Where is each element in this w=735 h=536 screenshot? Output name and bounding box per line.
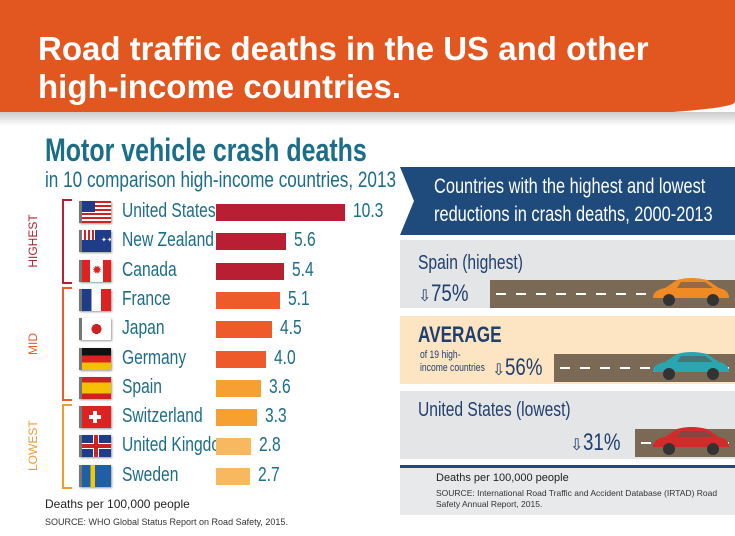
bar-row: ✦✦ New Zealand 5.6 <box>0 227 390 255</box>
panel-label: Spain (highest) <box>418 252 523 274</box>
bar <box>216 467 250 485</box>
bar-row: Switzerland 3.3 <box>0 403 390 431</box>
country-label: New Zealand <box>122 229 214 252</box>
bar <box>216 379 261 397</box>
group-bracket <box>62 286 72 402</box>
bar-row: Sweden 2.7 <box>0 462 390 490</box>
value-label: 3.6 <box>269 375 291 398</box>
country-label: United Kingdom <box>122 434 234 457</box>
group-label: LOWEST <box>26 419 40 471</box>
value-label: 2.8 <box>259 434 281 457</box>
value-label: 5.4 <box>291 258 314 281</box>
left-unit-label: Deaths per 100,000 people <box>45 497 190 511</box>
flag-icon: ✹ <box>79 259 111 282</box>
panel-sublabel-1: of 19 high- <box>420 349 461 361</box>
value-label: 5.1 <box>287 287 310 310</box>
down-arrow-icon: ⇩ <box>492 362 506 379</box>
value-label: 10.3 <box>352 200 384 222</box>
car-icon <box>653 427 729 455</box>
flag-icon: ✦✦ <box>79 230 111 253</box>
flag-icon <box>79 376 111 399</box>
flag-icon <box>79 201 111 223</box>
panel-sublabel-2: income countries <box>420 362 485 374</box>
right-source: SOURCE: International Road Traffic and A… <box>436 488 718 509</box>
reduction-value: ⇩31% <box>570 429 621 456</box>
header-title-line1: Road traffic deaths in the US and other <box>38 30 649 67</box>
value-label: 5.6 <box>294 229 316 252</box>
bar <box>216 409 258 427</box>
bar <box>216 438 251 456</box>
right-unit-label: Deaths per 100,000 people <box>436 472 569 484</box>
bar-row: Spain 3.6 <box>0 374 390 402</box>
value-label: 4.5 <box>280 317 302 340</box>
group-label: HIGHEST <box>26 214 40 269</box>
country-label: Japan <box>122 317 165 340</box>
reduction-value: ⇩75% <box>418 280 469 307</box>
right-footer: Deaths per 100,000 people SOURCE: Intern… <box>400 465 735 515</box>
right-title-line1: Countries with the highest and lowest <box>434 175 706 198</box>
group-bracket <box>62 404 72 489</box>
country-label: Switzerland <box>122 405 203 428</box>
group-label: MID <box>26 333 40 355</box>
country-label: Sweden <box>122 463 179 486</box>
bar-row: Japan 4.5 <box>0 315 390 343</box>
bar <box>216 321 273 339</box>
car-icon <box>653 278 729 306</box>
bar <box>216 233 286 251</box>
down-arrow-icon: ⇩ <box>418 288 432 305</box>
car-icon <box>653 352 729 380</box>
panel-label: United States (lowest) <box>418 399 571 421</box>
down-arrow-icon: ⇩ <box>570 437 584 454</box>
bar-row: ✹ Canada 5.4 <box>0 257 390 285</box>
header-band: Road traffic deaths in the US and other … <box>0 0 735 120</box>
panel-united-states: United States (lowest) ⇩31% <box>400 391 735 459</box>
value-label: 3.3 <box>265 405 287 428</box>
header-title-line2: high-income countries. <box>38 68 402 105</box>
country-label: United States <box>122 200 216 222</box>
header-shadow <box>0 112 735 126</box>
bar <box>216 204 345 221</box>
country-label: France <box>122 287 171 310</box>
panel-label: AVERAGE <box>418 322 502 347</box>
flag-icon <box>79 464 111 487</box>
value-label: 4.0 <box>274 346 296 369</box>
flag-icon <box>79 288 111 311</box>
bar <box>216 291 280 309</box>
value-label: 2.7 <box>257 463 280 486</box>
country-label: Spain <box>122 375 162 398</box>
bar-row: France 5.1 <box>0 286 390 314</box>
country-label: Canada <box>122 258 177 281</box>
panel-spain: Spain (highest) ⇩75% <box>400 240 735 308</box>
right-banner: Countries with the highest and lowest re… <box>400 167 735 235</box>
reduction-value: ⇩56% <box>492 354 543 381</box>
right-title-line2: reductions in crash deaths, 2000-2013 <box>434 203 713 226</box>
left-chart-title: Motor vehicle crash deaths <box>45 132 367 168</box>
road <box>490 278 735 308</box>
flag-icon <box>79 435 111 458</box>
bar-row: United States 10.3 <box>0 198 390 226</box>
bar <box>216 262 284 280</box>
left-chart-subtitle: in 10 comparison high-income countries, … <box>45 167 397 192</box>
bar-row: United Kingdom 2.8 <box>0 432 390 460</box>
panel-average: AVERAGE of 19 high- income countries ⇩56… <box>400 316 735 384</box>
bar <box>216 350 266 368</box>
flag-icon <box>79 318 111 341</box>
flag-icon <box>79 406 111 429</box>
road <box>554 352 735 382</box>
country-label: Germany <box>122 346 187 369</box>
left-source: SOURCE: WHO Global Status Report on Road… <box>45 517 288 527</box>
flag-icon <box>79 347 111 370</box>
road <box>635 427 735 457</box>
bar-row: Germany 4.0 <box>0 345 390 373</box>
group-bracket <box>62 199 72 284</box>
